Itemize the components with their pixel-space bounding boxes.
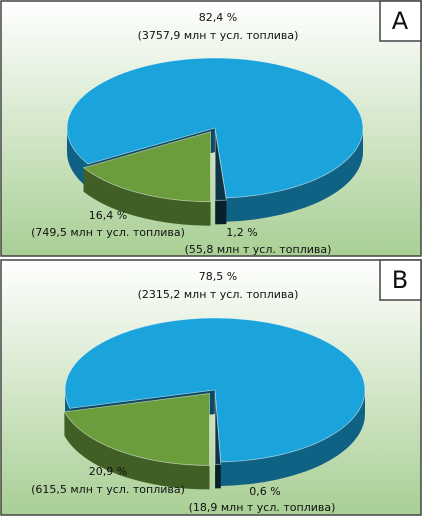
slice-amount-label: (55,8 млн т усл. топлива) [185, 243, 332, 256]
panel-letter: A [392, 7, 409, 35]
pie-side [215, 464, 221, 489]
panel-letter-box [379, 259, 422, 301]
pie-side [67, 128, 89, 189]
pie-slice [64, 317, 366, 463]
slice-amount-label: (749,5 млн т усл. топлива) [31, 226, 185, 239]
pie-slice [66, 57, 364, 199]
slice-amount-label: (3757,9 млн т усл. топлива) [138, 29, 299, 42]
pie-side [215, 200, 227, 225]
slice-percent-label: 20,9 % [89, 465, 127, 478]
slice-percent-label: 16,4 % [89, 209, 127, 222]
slice-amount-label: (2315,2 млн т усл. топлива) [138, 288, 299, 301]
slice-percent-label: 1,2 % [226, 226, 257, 239]
pie-slice [214, 392, 222, 465]
slice-percent-label: 0,6 % [249, 485, 280, 498]
slice-percent-label: 82,4 % [199, 11, 237, 24]
pie-slice [214, 130, 227, 201]
slice-amount-label: (18,9 млн т усл. топлива) [189, 501, 336, 514]
slice-amount-label: (615,5 млн т усл. топлива) [31, 483, 185, 496]
pie-side [64, 411, 210, 490]
pie-slice [63, 392, 210, 466]
pie-slice [82, 131, 211, 203]
panel-letter: B [392, 266, 408, 294]
panel-letter-box [379, 0, 422, 42]
slice-percent-label: 78,5 % [199, 270, 237, 283]
pie-side [226, 128, 363, 222]
pie-side [83, 167, 211, 226]
pie-side [220, 390, 365, 486]
